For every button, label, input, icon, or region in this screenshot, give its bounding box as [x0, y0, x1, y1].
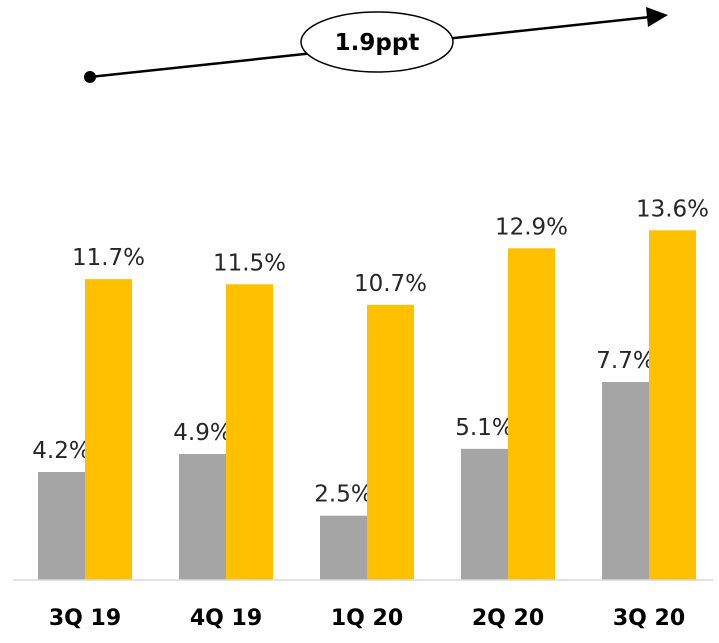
x-tick-label-1q-20: 1Q 20: [331, 606, 403, 631]
bar-series-2-4q-19: [226, 284, 273, 580]
x-tick-label-4q-19: 4Q 19: [190, 606, 262, 631]
bar-series-2-1q-20: [367, 304, 414, 580]
data-label-series-1-3q-20: 7.7%: [596, 348, 654, 374]
bar-series-1-1q-20: [320, 515, 367, 580]
data-label-series-2-3q-20: 13.6%: [636, 196, 709, 222]
data-label-series-2-4q-19: 11.5%: [213, 250, 286, 276]
x-tick-label-3q-20: 3Q 20: [613, 606, 685, 631]
trend-arrow-start-dot: [84, 71, 96, 83]
bar-series-1-3q-20: [602, 382, 649, 580]
data-label-series-2-3q-19: 11.7%: [72, 245, 145, 271]
bar-series-1-4q-19: [179, 454, 226, 580]
bar-series-2-2q-20: [508, 248, 555, 581]
data-label-series-1-2q-20: 5.1%: [455, 415, 513, 441]
bar-series-2-3q-20: [649, 230, 696, 581]
trend-arrow-head: [646, 7, 668, 27]
bar-series-1-2q-20: [461, 448, 508, 580]
x-axis-ticks: 3Q 19 4Q 19 1Q 20 2Q 20 3Q 20: [49, 606, 685, 631]
bars: 4.2% 11.7% 4.9% 11.5% 2.5% 10.7% 5.1% 12.9% 7.7%…: [32, 196, 709, 581]
bar-series-1-3q-19: [38, 472, 85, 580]
callout-ellipse: [300, 11, 454, 73]
data-label-series-2-2q-20: 12.9%: [495, 214, 568, 240]
x-tick-label-3q-19: 3Q 19: [49, 606, 121, 631]
data-label-series-1-4q-19: 4.9%: [173, 420, 231, 446]
x-tick-label-2q-20: 2Q 20: [472, 606, 544, 631]
data-label-series-1-1q-20: 2.5%: [314, 482, 372, 508]
data-label-series-1-3q-19: 4.2%: [32, 438, 90, 464]
bar-series-2-3q-19: [85, 279, 132, 580]
data-label-series-2-1q-20: 10.7%: [354, 271, 427, 297]
callout-label: 1.9ppt: [335, 30, 420, 56]
trend-callout: 1.9ppt: [84, 7, 668, 83]
